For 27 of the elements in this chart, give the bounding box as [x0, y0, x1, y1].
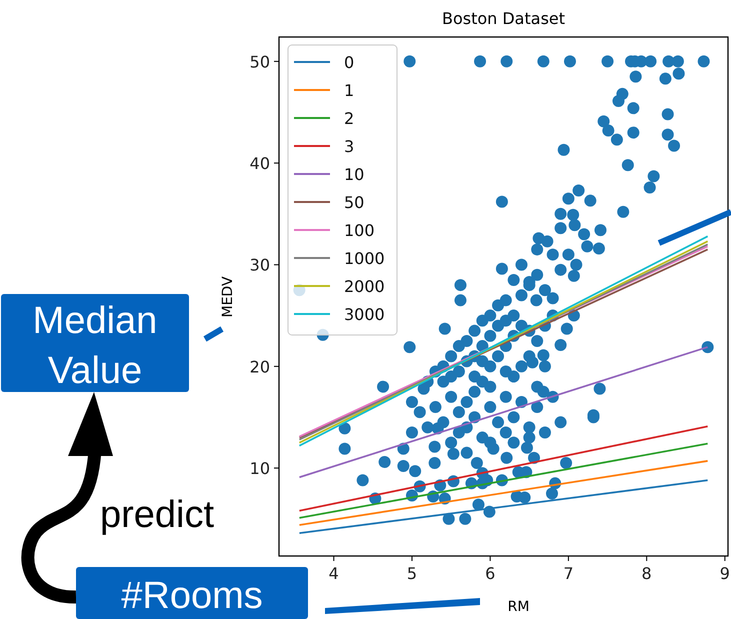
x-tick-label: 9	[720, 564, 730, 583]
y-tick-label: 10	[250, 459, 270, 478]
x-tick-label: 8	[642, 564, 652, 583]
x-axis-title: RM	[508, 599, 530, 615]
y-tick-label: 30	[250, 256, 270, 275]
legend-label: 50	[344, 193, 364, 212]
y-tick-label: 40	[250, 154, 270, 174]
legend-label: 3000	[344, 305, 385, 324]
y-tick-label: 50	[250, 52, 270, 72]
legend-label: 1000	[344, 249, 385, 268]
text: predict	[100, 494, 214, 536]
x-tick-label: 4	[328, 564, 339, 583]
chart-title: Boston Dataset	[442, 9, 566, 28]
legend-label: 1	[344, 81, 354, 100]
x-tick-label: 5	[406, 564, 418, 583]
y-tick-label: 20	[250, 357, 270, 376]
text: Median Value	[32, 300, 158, 392]
x-tick-label: 6	[485, 564, 496, 583]
y-axis-title: MEDV	[220, 276, 236, 318]
legend-label: 100	[344, 221, 375, 240]
x-tick-label: 7	[563, 564, 574, 583]
legend-label: 2000	[344, 277, 385, 296]
legend-label: 2	[344, 109, 354, 128]
text: #Rooms	[121, 575, 263, 617]
legend-label: 3	[344, 137, 354, 156]
legend-label: 0	[344, 53, 354, 72]
legend-label: 10	[344, 165, 364, 184]
